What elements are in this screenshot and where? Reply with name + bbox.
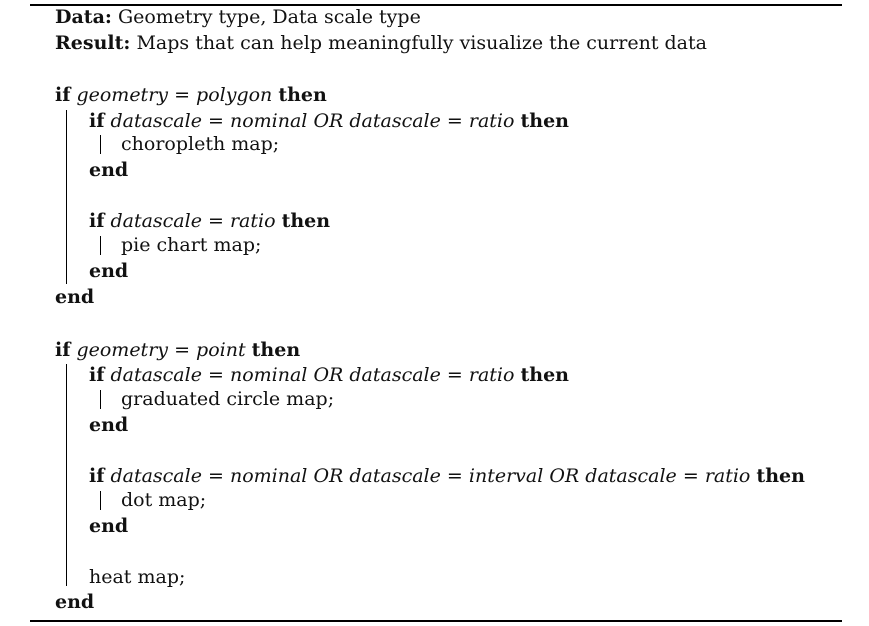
pipe [100, 390, 101, 409]
if-keyword: if [55, 84, 71, 106]
datascale-var: datascale [110, 210, 202, 232]
if-ratio-line: if datascale = ratio then [89, 209, 330, 233]
or-keyword: OR [549, 465, 580, 487]
nominal-value: nominal [229, 364, 308, 386]
nominal-value: nominal [229, 465, 308, 487]
result-line: Result: Maps that can help meaningfully … [55, 31, 707, 55]
end-keyword: end [89, 515, 129, 537]
equals-sign: = [208, 465, 224, 487]
if-keyword: if [89, 110, 105, 132]
then-keyword: then [520, 110, 570, 132]
equals-sign: = [208, 210, 224, 232]
datascale-var: datascale [349, 465, 441, 487]
end-keyword: end [89, 260, 129, 282]
data-label: Data: [55, 6, 112, 28]
if-nominal-ratio-line: if datascale = nominal OR datascale = ra… [89, 363, 569, 387]
then-keyword: then [520, 364, 570, 386]
equals-sign: = [682, 465, 699, 487]
equals-sign: = [208, 364, 224, 386]
datascale-var: datascale [349, 364, 441, 386]
then-keyword: then [251, 339, 301, 361]
ratio-value: ratio [704, 465, 751, 487]
then-keyword: then [278, 84, 327, 106]
if-nominal-ratio-line: if datascale = nominal OR datascale = ra… [89, 109, 569, 133]
equals-sign: = [446, 465, 463, 487]
if-nominal-interval-ratio-line: if datascale = nominal OR datascale = in… [89, 464, 805, 488]
ratio-value: ratio [468, 364, 515, 386]
end-keyword: end [89, 414, 129, 436]
pipe [100, 491, 101, 510]
or-keyword: OR [313, 364, 344, 386]
interval-value: interval [468, 465, 544, 487]
then-keyword: then [756, 465, 805, 487]
graduated-circle-stmt: graduated circle map; [121, 388, 335, 410]
pie-chart-stmt: pie chart map; [121, 234, 262, 256]
data-text: Geometry type, Data scale type [117, 6, 421, 28]
geometry-var: geometry [76, 339, 169, 361]
datascale-var: datascale [585, 465, 677, 487]
datascale-var: datascale [110, 465, 202, 487]
datascale-var: datascale [110, 364, 202, 386]
if-keyword: if [89, 364, 105, 386]
then-keyword: then [281, 210, 331, 232]
or-keyword: OR [313, 110, 344, 132]
pipe [100, 135, 101, 154]
if-polygon-line: if geometry = polygon then [55, 83, 327, 107]
ratio-value: ratio [468, 110, 515, 132]
result-text: Maps that can help meaningfully visualiz… [136, 32, 707, 54]
equals-sign: = [446, 110, 463, 132]
if-keyword: if [55, 339, 71, 361]
if-keyword: if [89, 210, 105, 232]
end-keyword: end [89, 159, 129, 181]
equals-sign: = [208, 110, 224, 132]
if-point-line: if geometry = point then [55, 338, 300, 362]
data-line: Data: Geometry type, Data scale type [55, 5, 421, 29]
heat-map-stmt: heat map; [89, 566, 186, 588]
equals-sign: = [174, 339, 190, 361]
or-keyword: OR [313, 465, 344, 487]
dot-map-stmt: dot map; [121, 489, 207, 511]
polygon-value: polygon [196, 84, 273, 106]
end-keyword: end [55, 591, 95, 613]
pipe [100, 236, 101, 255]
equals-sign: = [446, 364, 463, 386]
nominal-value: nominal [229, 110, 308, 132]
geometry-var: geometry [76, 84, 169, 106]
equals-sign: = [174, 84, 190, 106]
block2-bar [66, 364, 67, 586]
datascale-var: datascale [110, 110, 202, 132]
datascale-var: datascale [349, 110, 441, 132]
block1-bar [66, 110, 67, 284]
top-rule [30, 4, 842, 6]
result-label: Result: [55, 32, 131, 54]
end-keyword: end [55, 286, 95, 308]
bottom-rule [30, 620, 842, 622]
if-keyword: if [89, 465, 105, 487]
ratio-value: ratio [229, 210, 276, 232]
choropleth-stmt: choropleth map; [121, 133, 280, 155]
point-value: point [196, 339, 246, 361]
